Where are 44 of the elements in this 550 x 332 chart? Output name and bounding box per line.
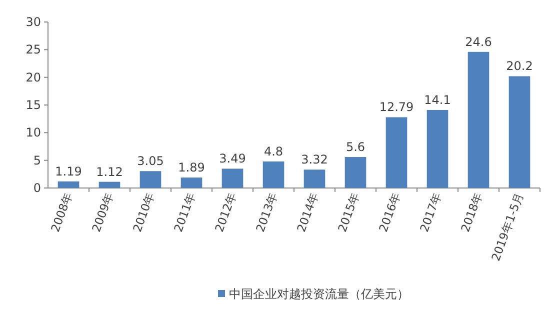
y-tick-label: 30 (26, 15, 41, 29)
x-tick-label: 2019年1-5月 (488, 190, 526, 263)
x-tick-label: 2009年 (89, 190, 116, 234)
data-label: 14.1 (424, 92, 451, 107)
bar (426, 110, 448, 188)
y-tick-label: 0 (33, 181, 41, 195)
x-tick-label: 2016年 (376, 190, 404, 234)
bar (140, 171, 162, 188)
data-label: 5.6 (346, 140, 366, 154)
x-tick-label: 2010年 (130, 190, 158, 234)
y-tick-label: 5 (33, 153, 41, 168)
bar (344, 157, 366, 188)
data-label: 4.8 (264, 144, 284, 158)
bar (262, 161, 284, 188)
data-label: 1.89 (178, 160, 205, 175)
bar (58, 181, 80, 188)
x-tick-label: 2011年 (171, 190, 198, 234)
x-tick-label: 2012年 (212, 190, 240, 234)
bar (222, 168, 244, 188)
data-label: 3.49 (219, 152, 246, 166)
x-tick-label: 2014年 (294, 190, 322, 234)
bar (180, 178, 202, 188)
data-label: 3.32 (301, 152, 328, 167)
y-tick-label: 20 (26, 70, 41, 84)
x-tick-label: 2015年 (335, 190, 362, 234)
data-label: 24.6 (465, 34, 492, 49)
data-label: 12.79 (379, 100, 414, 114)
data-label: 1.12 (96, 164, 123, 179)
y-tick-label: 25 (26, 42, 41, 57)
x-tick-label: 2008年 (48, 190, 76, 234)
x-tick-label: 2018年 (458, 190, 486, 234)
bar (304, 170, 326, 188)
data-label: 3.05 (137, 154, 164, 168)
data-label: 20.2 (506, 59, 533, 74)
x-tick-label: 2017年 (417, 190, 444, 234)
bar (386, 117, 408, 188)
bar (508, 76, 530, 188)
bar (468, 52, 490, 188)
y-tick-label: 15 (26, 98, 41, 112)
data-label: 1.19 (55, 164, 82, 178)
x-tick-label: 2013年 (253, 190, 280, 234)
bar (98, 182, 120, 188)
legend-label: 中国企业对越投资流量（亿美元） (229, 287, 409, 301)
y-tick-label: 10 (26, 126, 41, 140)
